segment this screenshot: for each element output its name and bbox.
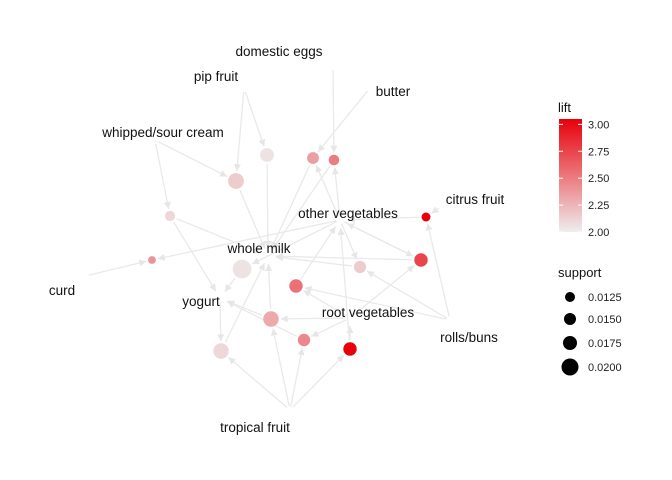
support-key-label: 0.0175: [588, 338, 622, 350]
edge-whipped_sour_cream-to-r2: [158, 141, 228, 178]
support-key-circle: [563, 336, 577, 350]
edge-yogurt-to-r15: [217, 301, 225, 342]
support-key-label: 0.0200: [588, 362, 622, 374]
edge-r2-to-whole_milk: [239, 189, 266, 249]
edge-r8-to-whole_milk: [275, 254, 353, 267]
support-key-circle: [565, 292, 575, 302]
labels-layer: domestic eggs pip fruit butter whipped/sour…: [49, 44, 505, 435]
lift-color-bar: [559, 119, 582, 232]
lift-tick-label: 2.25: [588, 200, 609, 212]
support-key-circle: [564, 313, 576, 325]
edge-r13-to-yogurt: [226, 300, 297, 337]
edge-tropical_fruit-to-r15: [227, 356, 288, 408]
lift-tick-label: 2.00: [588, 227, 609, 239]
edge-r9-to-other_vegetables: [300, 226, 337, 280]
edge-root_vegetables-to-r9: [303, 289, 347, 317]
item-label-other-vegetables: other vegetables: [298, 206, 398, 221]
edge-curd-to-r10: [88, 259, 147, 276]
edge-other_vegetables-to-r7: [251, 221, 337, 265]
lift-tick-label: 3.00: [588, 119, 609, 131]
support-legend-title: support: [558, 265, 602, 280]
support-key-circle: [561, 358, 579, 376]
item-label-rolls-buns: rolls/buns: [440, 330, 498, 345]
edges-layer: [88, 69, 450, 408]
edge-other_vegetables-to-r10: [157, 220, 337, 261]
item-label-pip-fruit: pip fruit: [194, 69, 239, 84]
edge-r5-to-whole_milk: [176, 218, 261, 254]
rule-node-r3: [328, 154, 340, 166]
rules-layer: [148, 148, 431, 359]
rule-node-r7: [232, 259, 252, 279]
item-label-yogurt: yogurt: [182, 294, 220, 309]
rule-node-r11: [414, 253, 428, 267]
lift-legend: lift 2.00 2.25 2.50 2.75 3.00: [558, 100, 609, 239]
item-label-curd: curd: [49, 283, 75, 298]
rule-node-r4: [307, 152, 319, 164]
edge-domestic_eggs-to-r3: [330, 69, 338, 153]
support-legend: support 0.0125 0.0150 0.0175 0.0200: [558, 265, 622, 376]
rule-node-r8: [353, 260, 367, 274]
support-key-label: 0.0125: [588, 292, 622, 304]
edge-pip_fruit-to-r1: [244, 91, 266, 147]
edge-rolls_buns-to-r8: [366, 270, 447, 319]
rule-node-r10: [148, 256, 156, 264]
rule-node-r14: [343, 342, 357, 356]
edge-r14-to-other_vegetables: [337, 227, 350, 341]
rule-node-r9: [289, 279, 303, 293]
edge-r5-to-yogurt: [173, 221, 217, 292]
edge-whipped_sour_cream-to-r5: [155, 143, 171, 210]
edge-r6-to-other_vegetables: [347, 215, 420, 223]
edge-r15-to-whole_milk: [224, 262, 266, 343]
item-label-citrus-fruit: citrus fruit: [446, 192, 505, 207]
edge-pip_fruit-to-r2: [233, 91, 245, 172]
edge-other_vegetables-to-r8: [340, 223, 358, 260]
rule-node-r5: [164, 210, 176, 222]
edge-root_vegetables-to-r13: [311, 319, 347, 338]
edge-r3-to-whole_milk: [271, 165, 331, 250]
edge-r12-to-whole_milk: [265, 263, 273, 310]
edge-rolls_buns-to-r6: [425, 223, 450, 317]
item-label-domestic-eggs: domestic eggs: [235, 44, 322, 59]
support-key-label: 0.0150: [588, 314, 622, 326]
edge-rolls_buns-to-r9: [304, 285, 447, 320]
lift-legend-title: lift: [558, 100, 571, 115]
edge-tropical_fruit-to-r13: [290, 347, 305, 407]
item-label-whole-milk: whole milk: [226, 241, 290, 256]
edge-r4-to-whole_milk: [270, 164, 311, 250]
lift-tick-label: 2.50: [588, 173, 609, 185]
edge-r7-to-yogurt: [224, 277, 236, 293]
edge-r1-to-whole_milk: [264, 163, 272, 249]
edge-root_vegetables-to-r12: [280, 315, 347, 323]
item-label-butter: butter: [376, 84, 411, 99]
item-label-whipped-sour-cream: whipped/sour cream: [101, 125, 224, 140]
item-label-tropical-fruit: tropical fruit: [220, 420, 290, 435]
edge-r11-to-whole_milk: [275, 252, 413, 261]
rule-node-r15: [213, 343, 229, 359]
item-label-root-vegetables: root vegetables: [322, 305, 415, 320]
rule-node-r12: [263, 311, 279, 327]
rule-node-r6: [421, 212, 431, 222]
edge-tropical_fruit-to-r12: [270, 328, 290, 407]
edge-tropical_fruit-to-r14: [292, 354, 345, 408]
edge-other_vegetables-to-r3: [331, 167, 341, 217]
edge-citrus_fruit-to-r6: [430, 206, 440, 214]
edge-other_vegetables-to-r4: [315, 165, 339, 217]
lift-tick-label: 2.75: [588, 146, 609, 158]
rule-node-r13: [297, 333, 311, 347]
rule-node-r2: [228, 173, 244, 189]
edge-butter-to-r4: [317, 90, 368, 153]
rule-node-r1: [260, 148, 274, 162]
edge-r11-to-other_vegetables: [346, 222, 414, 257]
edge-root_vegetables-to-r11: [352, 265, 415, 316]
